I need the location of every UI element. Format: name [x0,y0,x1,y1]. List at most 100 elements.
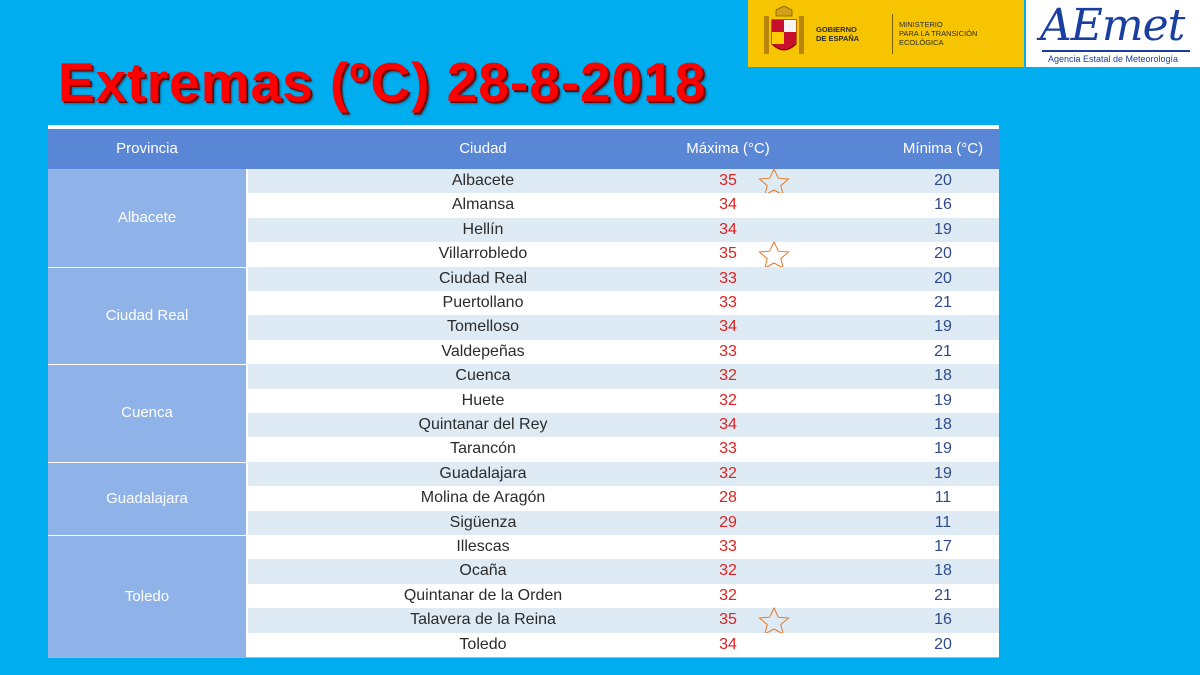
temperature-table: Provincia Ciudad Máxima (°C) Mínima (°C)… [48,125,999,658]
city-cell: Valdepeñas [441,342,525,360]
aemet-wordmark: AEmet [1040,0,1185,51]
city-cell: Almansa [451,196,515,214]
header-maxima: Máxima (°C) [686,140,770,157]
min-temp-cell: 19 [934,440,952,458]
table-row: Sigüenza 29 11 [248,510,999,535]
aemet-underline [1042,50,1190,52]
min-temp-cell: 18 [934,367,952,385]
table-row: Villarrobledo 35 20 [248,241,999,270]
table-row: Quintanar del Rey 34 18 [248,413,999,438]
city-cell: Toledo [459,635,507,653]
table-row: Ocaña 32 18 [248,559,999,584]
min-temp-cell: 20 [934,635,952,653]
table-row: Ciudad Real 33 20 [248,266,999,291]
table-row: Illescas 33 17 [248,535,999,560]
aemet-subtitle: Agencia Estatal de Meteorología [1047,54,1179,64]
province-divider [48,364,246,366]
city-cell: Quintanar de la Orden [403,586,563,604]
city-cell: Albacete [451,172,515,189]
table-bottom-border [48,657,999,658]
min-temp-cell: 18 [934,562,952,580]
min-temp-cell: 16 [934,196,952,214]
max-temp-cell: 35 [719,245,737,263]
province-cell: Toledo [48,535,246,657]
max-temp-cell: 32 [719,586,737,604]
max-temp-cell: 34 [719,318,737,336]
max-temp-cell: 34 [719,220,737,238]
max-temp-cell: 32 [719,464,737,482]
city-cell: Ocaña [459,562,507,580]
max-temp-cell: 35 [719,172,737,189]
government-text: GOBIERNO DE ESPAÑA [816,25,886,43]
ministry-text: MINISTERIO PARA LA TRANSICIÓN ECOLÓGICA [899,20,1024,47]
city-cell: Villarrobledo [438,245,528,263]
max-temp-cell: 29 [719,513,737,531]
max-temp-cell: 34 [719,416,737,433]
city-cell: Sigüenza [449,513,517,531]
min-temp-cell: 20 [934,269,952,287]
header-ciudad: Ciudad [459,140,507,157]
ministry-line2: PARA LA TRANSICIÓN ECOLÓGICA [898,29,978,47]
table-row: Talavera de la Reina 35 16 [248,607,999,636]
province-cell: Ciudad Real [48,266,246,365]
city-cell: Puertollano [442,294,524,311]
province-cell: Albacete [48,169,246,267]
city-cell: Molina de Aragón [420,489,546,507]
min-temp-cell: 20 [934,245,952,263]
min-temp-cell: 19 [934,220,952,238]
min-temp-cell: 17 [934,538,952,555]
table-row: Albacete 35 20 [248,167,999,196]
city-cell: Hellín [462,220,504,238]
max-temp-cell: 34 [719,196,737,214]
table-row: Puertollano 33 21 [248,291,999,316]
province-cell: Cuenca [48,364,246,462]
city-cell: Cuenca [455,367,511,385]
table-row: Molina de Aragón 28 11 [248,486,999,511]
min-temp-cell: 20 [934,172,952,189]
table-row: Huete 32 19 [248,388,999,413]
star-icon [753,167,795,196]
max-temp-cell: 28 [719,489,737,507]
max-temp-cell: 33 [719,538,737,555]
ministry-line1: MINISTERIO [898,20,943,29]
city-cell: Illescas [456,538,510,555]
page-title: Extremas (ºC) 28-8-2018 [58,51,707,113]
min-temp-cell: 19 [934,464,952,482]
government-logo: GOBIERNO DE ESPAÑA MINISTERIO PARA LA TR… [748,0,1024,67]
province-divider [48,535,246,536]
min-temp-cell: 18 [934,416,952,433]
min-temp-cell: 21 [934,586,952,604]
table-row: Cuenca 32 18 [248,364,999,389]
city-cell: Talavera de la Reina [410,611,556,629]
header-provincia: Provincia [116,140,178,157]
table-row: Tarancón 33 19 [248,437,999,462]
city-cell: Ciudad Real [438,269,528,287]
city-cell: Tarancón [450,440,516,458]
min-temp-cell: 11 [934,489,952,507]
table-row: Toledo 34 20 [248,632,999,657]
min-temp-cell: 19 [934,391,952,409]
city-cell: Guadalajara [439,464,527,482]
table-row: Almansa 34 16 [248,193,999,218]
max-temp-cell: 32 [719,391,737,409]
table-row: Valdepeñas 33 21 [248,339,999,365]
max-temp-cell: 33 [719,342,737,360]
max-temp-cell: 32 [719,367,737,385]
star-icon [753,241,795,270]
table-row: Guadalajara 32 19 [248,461,999,487]
city-cell: Huete [461,391,505,409]
table-header: Provincia Ciudad Máxima (°C) Mínima (°C) [48,129,999,169]
province-divider [48,461,246,463]
max-temp-cell: 35 [719,611,737,629]
province-divider [48,266,246,268]
gov-line1: GOBIERNO [816,24,857,34]
header-minima: Mínima (°C) [902,140,984,157]
star-icon [753,607,795,636]
logo-divider [891,13,893,54]
city-cell: Tomelloso [446,318,520,336]
min-temp-cell: 19 [934,318,952,336]
max-temp-cell: 33 [719,269,737,287]
gov-line2: DE ESPAÑA [816,33,860,43]
max-temp-cell: 32 [719,562,737,580]
min-temp-cell: 21 [934,342,952,360]
